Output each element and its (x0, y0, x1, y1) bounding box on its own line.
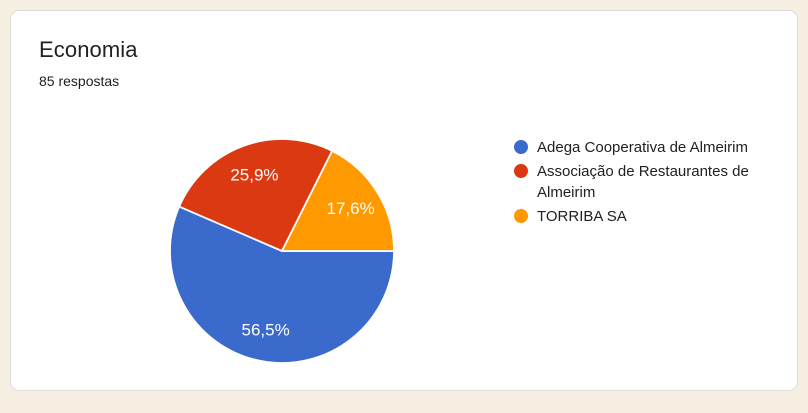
results-card: Economia 85 respostas 56,5% 25,9% 17,6% Ad… (10, 10, 798, 391)
pie-slice-label-0: 56,5% (241, 321, 289, 340)
legend-item-1: Associação de Restaurantes de Almeirim (514, 161, 766, 203)
pie-slice-0[interactable] (169, 205, 395, 364)
question-title: Economia (39, 37, 138, 62)
pie-chart: 56,5% 25,9% 17,6% (169, 138, 395, 364)
legend-label: TORRIBA SA (537, 208, 627, 225)
legend-dot-icon (514, 209, 528, 223)
pie-slice-1[interactable] (178, 138, 334, 252)
pie-slice-label-2: 17,6% (326, 199, 374, 218)
legend-item-0: Adega Cooperativa de Almeirim (514, 137, 766, 158)
chart-legend: Adega Cooperativa de Almeirim Associação … (514, 137, 766, 227)
legend-item-2: TORRIBA SA (514, 206, 766, 227)
legend-label: Adega Cooperativa de Almeirim (537, 139, 748, 156)
legend-dot-icon (514, 140, 528, 154)
pie-chart-container: 56,5% 25,9% 17,6% (167, 136, 397, 366)
pie-slice-2[interactable] (281, 149, 395, 252)
legend-label: Associação de Restaurantes de Almeirim (537, 163, 749, 201)
pie-slice-label-1: 25,9% (230, 166, 278, 185)
responses-count: 85 respostas (39, 73, 120, 89)
legend-dot-icon (514, 164, 528, 178)
